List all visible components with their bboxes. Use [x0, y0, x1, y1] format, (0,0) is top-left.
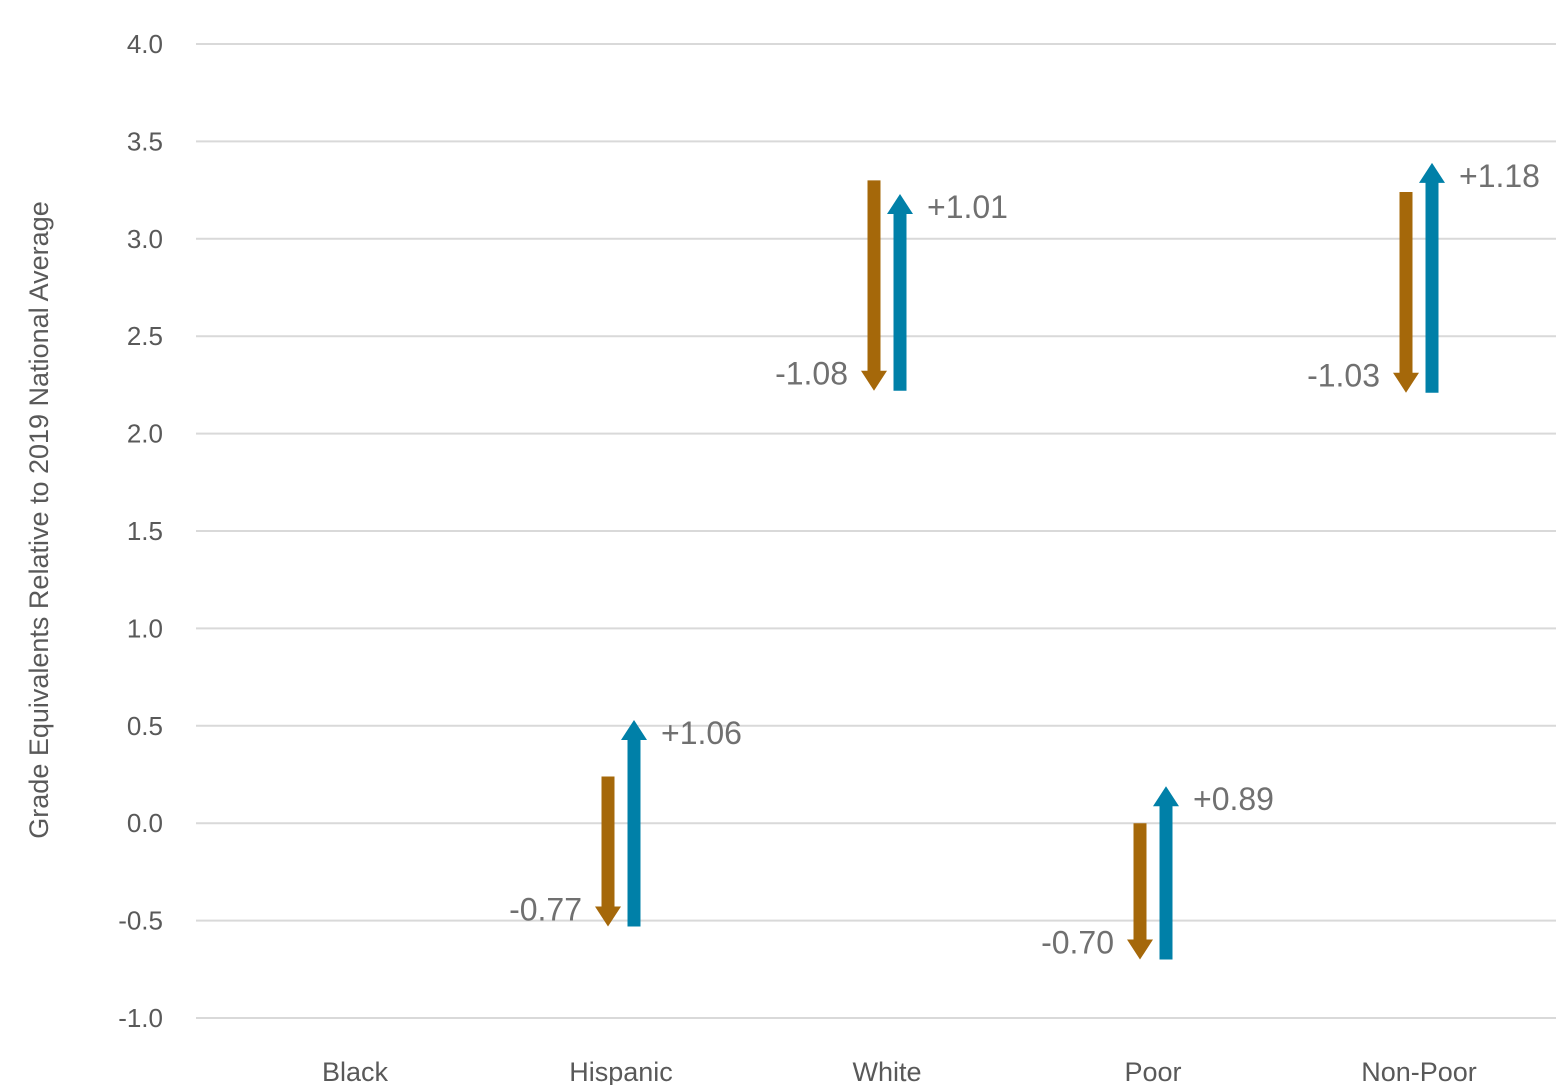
data-label: +1.18: [1459, 158, 1540, 194]
data-label: -1.08: [775, 356, 848, 392]
up-arrow: [887, 193, 913, 391]
data-label: +1.06: [661, 715, 742, 751]
down-arrow: [1393, 192, 1419, 393]
x-category-label: Poor: [1124, 1057, 1181, 1085]
y-tick-label: 4.0: [127, 29, 163, 59]
x-axis-categories: Black Hispanic White Poor Non-Poor: [322, 1057, 1477, 1085]
y-tick-label: -1.0: [118, 1003, 163, 1033]
y-tick-label: 1.0: [127, 613, 163, 643]
y-axis-label: Grade Equivalents Relative to 2019 Natio…: [24, 201, 54, 838]
down-arrow: [595, 776, 621, 927]
gridlines: [196, 43, 1556, 1019]
y-tick-label: 0.5: [127, 711, 163, 741]
up-arrow: [621, 719, 647, 927]
x-category-label: Hispanic: [569, 1057, 673, 1085]
y-tick-label: -0.5: [118, 906, 163, 936]
up-arrow: [1153, 786, 1179, 960]
y-tick-label: 2.5: [127, 321, 163, 351]
y-axis-ticks: 4.0 3.5 3.0 2.5 2.0 1.5 1.0 0.5 0.0 -0.5 -1.0: [118, 29, 163, 1033]
value-labels: -0.77 -1.08 -0.70 -1.03 +1.06 +1.01 +0.89 +1.18: [509, 158, 1540, 961]
x-category-label: Black: [322, 1057, 389, 1085]
down-arrow: [861, 180, 887, 391]
data-label: -0.77: [509, 891, 582, 927]
y-tick-label: 3.5: [127, 126, 163, 156]
y-tick-label: 3.0: [127, 224, 163, 254]
x-category-label: White: [852, 1057, 921, 1085]
data-label: +0.89: [1193, 781, 1274, 817]
y-tick-label: 1.5: [127, 516, 163, 546]
x-category-label: Non-Poor: [1361, 1057, 1477, 1085]
data-label: +1.01: [927, 189, 1008, 225]
y-tick-label: 0.0: [127, 808, 163, 838]
up-arrow: [1419, 162, 1445, 393]
data-label: -1.03: [1307, 358, 1380, 394]
y-tick-label: 2.0: [127, 419, 163, 449]
down-arrow: [1127, 823, 1153, 960]
arrows: [595, 162, 1445, 960]
data-label: -0.70: [1041, 925, 1114, 961]
